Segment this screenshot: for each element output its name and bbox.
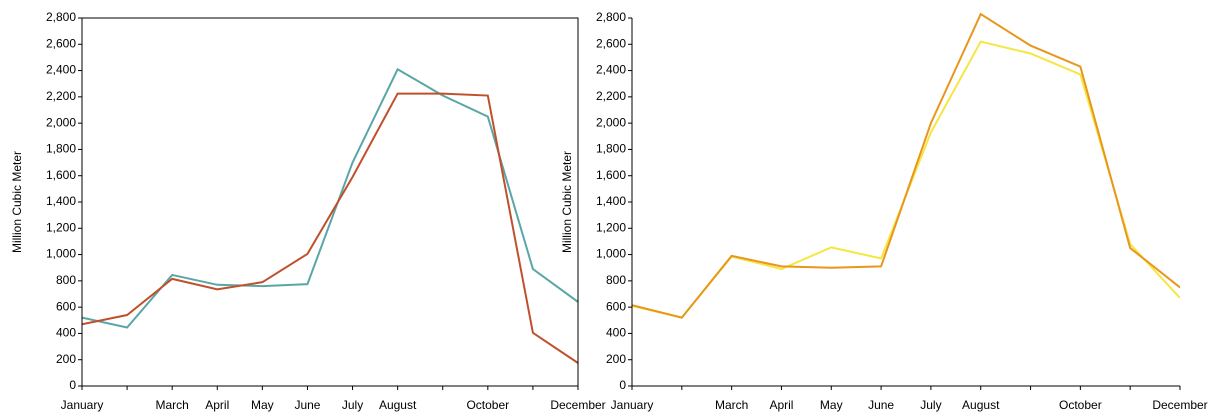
x-tick-label: July — [342, 398, 363, 412]
y-tick-label: 2,000 — [596, 115, 626, 129]
y-tick-label: 800 — [606, 273, 626, 287]
x-tick-label: June — [868, 398, 894, 412]
y-tick-label: 400 — [56, 326, 76, 340]
y-tick-label: 1,600 — [596, 168, 626, 182]
data-line — [82, 92, 578, 364]
y-tick-label: 1,400 — [46, 194, 76, 208]
x-tick-label: August — [379, 398, 417, 412]
y-axis-label: Million Cubic Meter — [10, 151, 24, 253]
y-tick-label: 1,800 — [596, 142, 626, 156]
y-tick-label: 1,400 — [596, 194, 626, 208]
y-tick-label: 200 — [56, 352, 76, 366]
y-tick-label: 2,600 — [46, 36, 76, 50]
y-tick-label: 2,800 — [46, 10, 76, 24]
x-tick-label: May — [820, 398, 843, 412]
y-tick-label: 800 — [56, 273, 76, 287]
y-tick-label: 1,600 — [46, 168, 76, 182]
x-tick-label: December — [550, 398, 605, 412]
y-tick-label: 2,200 — [596, 89, 626, 103]
x-tick-label: March — [715, 398, 748, 412]
y-tick-label: 600 — [606, 299, 626, 313]
x-tick-label: May — [251, 398, 274, 412]
y-tick-label: 1,000 — [46, 247, 76, 261]
y-tick-label: 2,600 — [596, 36, 626, 50]
x-tick-label: August — [962, 398, 1000, 412]
x-tick-label: October — [466, 398, 509, 412]
y-axis-label: Million Cubic Meter — [560, 151, 574, 253]
plot-frame — [81, 17, 579, 387]
x-tick-label: December — [1152, 398, 1207, 412]
y-tick-label: 600 — [56, 299, 76, 313]
x-tick-label: July — [920, 398, 941, 412]
y-tick-label: 2,400 — [46, 63, 76, 77]
y-tick-label: 400 — [606, 326, 626, 340]
y-tick-label: 2,000 — [46, 115, 76, 129]
y-tick-label: 2,800 — [596, 10, 626, 24]
y-tick-label: 1,800 — [46, 142, 76, 156]
x-tick-label: October — [1059, 398, 1102, 412]
x-tick-label: January — [611, 398, 654, 412]
x-tick-label: January — [61, 398, 104, 412]
x-tick-label: April — [769, 398, 793, 412]
x-tick-label: April — [205, 398, 229, 412]
y-tick-label: 1,000 — [596, 247, 626, 261]
y-tick-label: 0 — [619, 378, 626, 392]
y-tick-label: 200 — [606, 352, 626, 366]
y-tick-label: 2,400 — [596, 63, 626, 77]
data-line — [632, 12, 1180, 319]
data-line — [82, 67, 578, 329]
y-tick-label: 1,200 — [596, 220, 626, 234]
y-tick-label: 1,200 — [46, 220, 76, 234]
x-tick-label: June — [294, 398, 320, 412]
y-tick-label: 0 — [69, 378, 76, 392]
y-tick-label: 2,200 — [46, 89, 76, 103]
x-tick-label: March — [156, 398, 189, 412]
